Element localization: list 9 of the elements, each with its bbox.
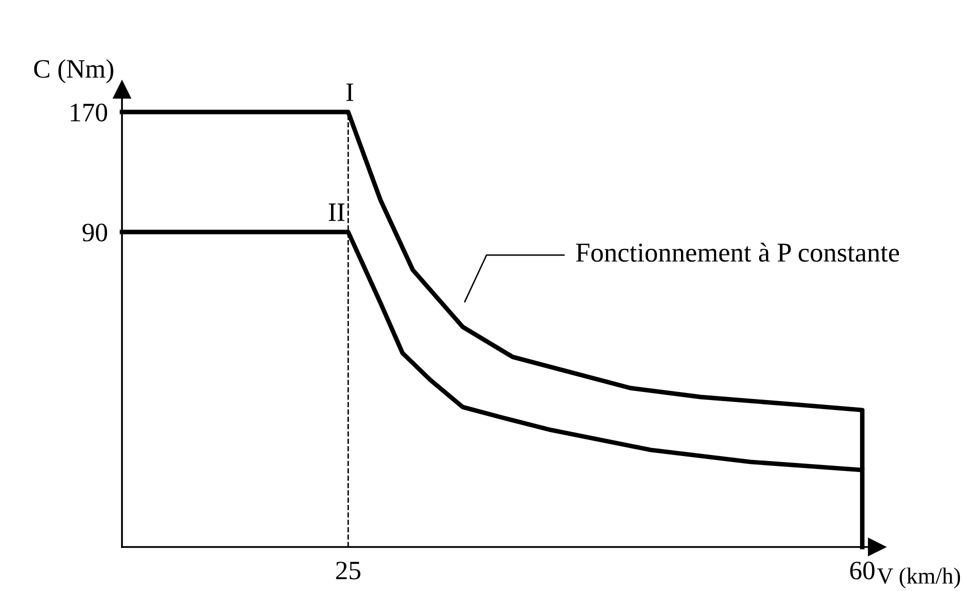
x-axis-title: V (km/h) bbox=[877, 568, 960, 588]
y-axis-title: C (Nm) bbox=[34, 59, 114, 84]
y-tick-label: 90 bbox=[82, 224, 108, 242]
y-tick-label: 170 bbox=[70, 104, 108, 122]
series-label: II bbox=[328, 204, 344, 221]
x-tick-label: 60 bbox=[850, 562, 874, 580]
annotation: Fonctionnement à P constante bbox=[576, 242, 900, 262]
series-label: I bbox=[346, 84, 354, 101]
x-tick-label: 25 bbox=[336, 562, 360, 580]
